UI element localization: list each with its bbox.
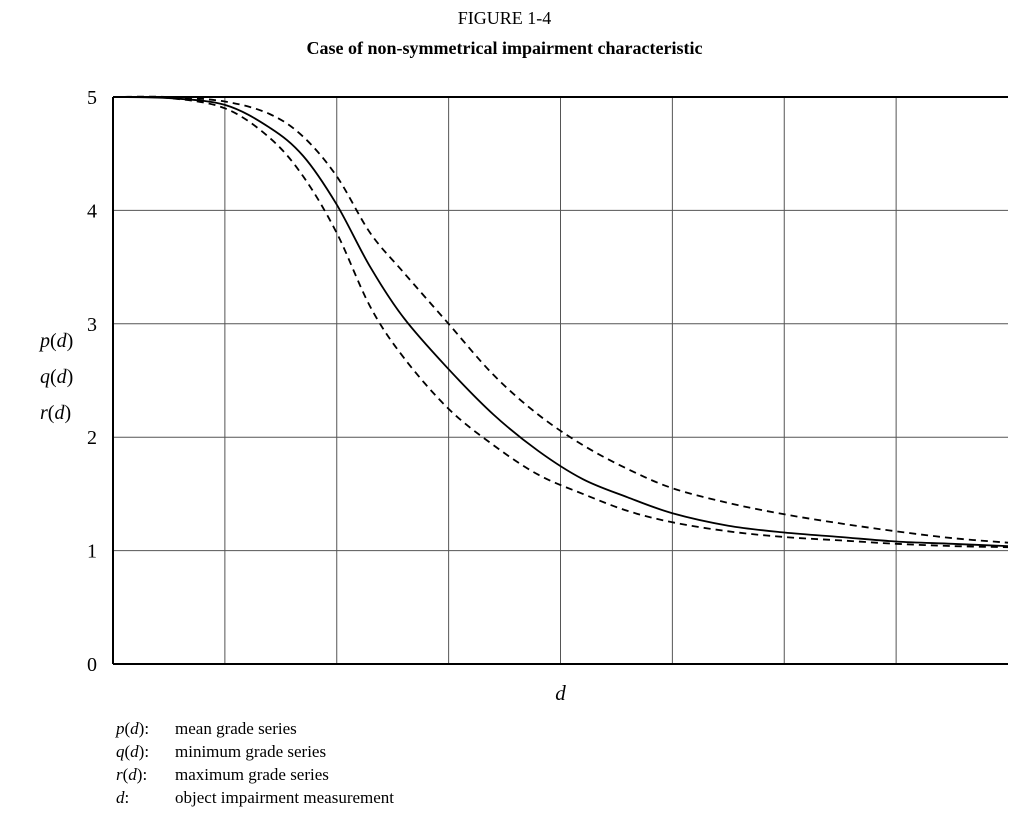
series-line-p bbox=[112, 96, 1009, 547]
x-axis-label: d bbox=[555, 681, 566, 705]
y-axis-label-p: p(d) bbox=[40, 330, 74, 352]
y-tick-label-0: 0 bbox=[87, 654, 97, 676]
y-axis-label-q: q(d) bbox=[40, 366, 74, 388]
note-d: d: object impairment measurement bbox=[116, 788, 395, 807]
y-tick-label-2: 2 bbox=[87, 427, 97, 449]
series-line-r bbox=[112, 95, 1009, 544]
figure-label: FIGURE 1-4 bbox=[457, 8, 552, 28]
note-r-text: maximum grade series bbox=[175, 765, 329, 784]
y-tick-label-5: 5 bbox=[87, 87, 97, 109]
y-tick-label-4: 4 bbox=[87, 200, 97, 222]
y-tick-label-1: 1 bbox=[87, 541, 97, 563]
note-p: p(d): mean grade series bbox=[116, 719, 297, 738]
note-d-text: object impairment measurement bbox=[175, 788, 395, 807]
note-q: q(d): minimum grade series bbox=[116, 742, 327, 761]
series-line-q bbox=[112, 96, 1009, 549]
note-p-text: mean grade series bbox=[175, 719, 297, 738]
y-tick-label-3: 3 bbox=[87, 314, 97, 336]
note-r: r(d): maximum grade series bbox=[116, 765, 329, 784]
figure-notes: p(d): mean grade series q(d): minimum gr… bbox=[116, 717, 394, 809]
note-q-text: minimum grade series bbox=[175, 742, 327, 761]
figure-title: Case of non-symmetrical impairment chara… bbox=[306, 38, 703, 58]
chart-plot: 0 1 2 3 4 5 d bbox=[87, 87, 1009, 705]
y-axis-label-r: r(d) bbox=[40, 402, 72, 424]
